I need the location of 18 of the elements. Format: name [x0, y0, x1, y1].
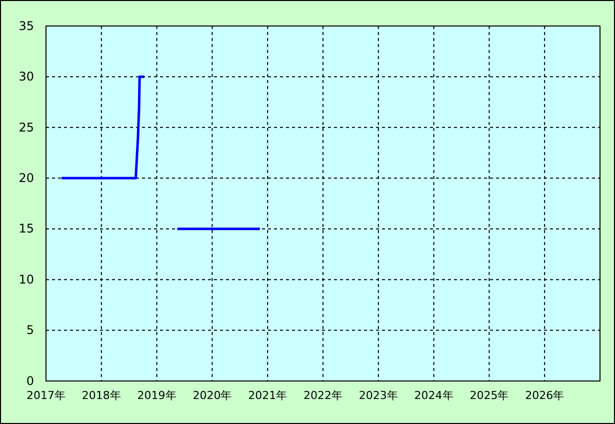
x-tick-label: 2019年 [137, 388, 176, 402]
y-tick-label: 0 [26, 374, 34, 388]
y-tick-label: 5 [26, 323, 34, 338]
x-tick-label: 2026年 [525, 388, 564, 402]
x-tick-label: 2018年 [82, 388, 121, 402]
y-tick-label: 30 [18, 70, 34, 84]
x-tick-label: 2023年 [358, 388, 398, 402]
x-tick-label: 2020年 [192, 388, 232, 402]
x-tick-label: 2021年 [248, 388, 288, 402]
y-tick-label: 20 [18, 170, 34, 185]
x-tick-label: 2024年 [414, 388, 454, 402]
x-tick-label: 2017年 [26, 388, 66, 402]
y-tick-label: 25 [18, 120, 34, 134]
x-tick-label: 2025年 [470, 388, 509, 402]
y-tick-label: 15 [18, 222, 34, 236]
x-tick-label: 2022年 [304, 388, 342, 402]
y-tick-label: 10 [18, 272, 34, 286]
y-tick-label: 35 [18, 18, 34, 33]
